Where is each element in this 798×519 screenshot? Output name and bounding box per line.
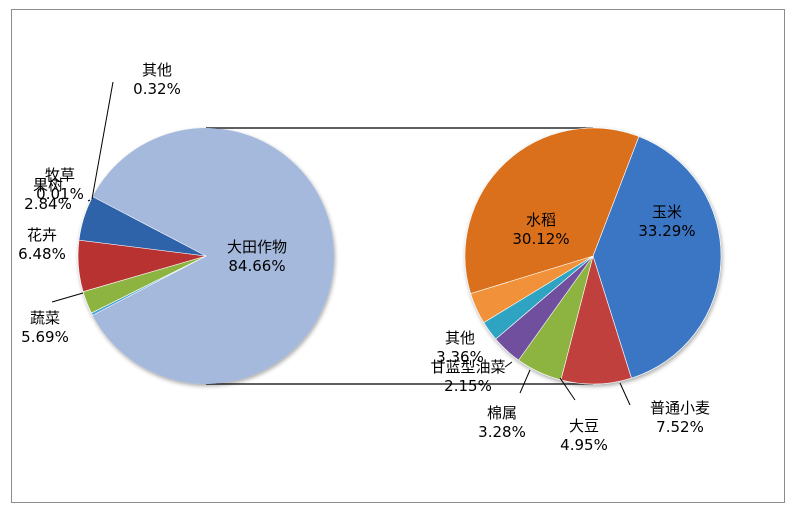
- pie2-label-3: 棉属 3.28%: [478, 404, 526, 441]
- pie1-label-5: 蔬菜 5.69%: [21, 309, 69, 346]
- pie2-label-5: 其他 3.36%: [436, 329, 484, 366]
- pie1-label-4: 花卉 6.48%: [18, 226, 66, 263]
- pie2-label-6: 水稻 30.12%: [512, 211, 569, 248]
- pie2-leader-1: [619, 382, 631, 406]
- pie1-slice-0: [92, 128, 334, 384]
- pie1-label-2: 牧草 0.01%: [36, 166, 84, 203]
- pie1-label-3: 果树 2.84%: [24, 176, 72, 213]
- secondary-pie: [464, 127, 722, 385]
- data-labels: 大田作物 84.66% 其他 0.32% 牧草 0.01%果树 2.84% 花卉 6.48% 蔬菜…: [18, 61, 710, 454]
- pie1-leader-5: [51, 292, 84, 303]
- pie2-label-4: 甘蓝型油菜 2.15%: [430, 358, 505, 395]
- pie1-label-1: 其他 0.32%: [133, 61, 181, 98]
- pie2-label-2: 大豆 4.95%: [560, 417, 608, 454]
- leader-lines: [51, 81, 631, 406]
- pie1-leader-2: [87, 199, 91, 202]
- pie1-label-0: 大田作物 84.66%: [227, 238, 287, 275]
- pie2-slice-0: [592, 136, 722, 379]
- primary-pie: [77, 128, 334, 384]
- pie2-slice-6: [464, 127, 640, 294]
- pie2-leader-3: [519, 369, 531, 394]
- pie2-leader-2: [559, 377, 576, 401]
- pie2-label-1: 普通小麦 7.52%: [650, 399, 710, 436]
- pie2-label-0: 玉米 33.29%: [638, 203, 695, 240]
- connector-lines: [206, 127, 593, 385]
- pie2-leader-4: [504, 361, 513, 368]
- pie1-leader-1: [91, 81, 114, 200]
